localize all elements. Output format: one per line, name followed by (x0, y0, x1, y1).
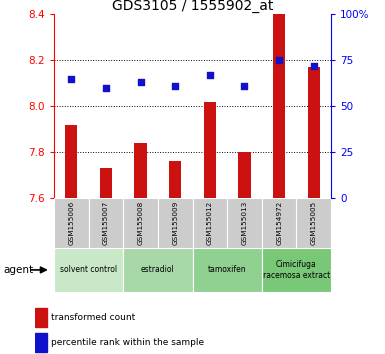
Bar (204, 102, 216, 198)
Bar (89, 198, 123, 248)
Bar (238, 152, 251, 198)
Text: GSM155012: GSM155012 (207, 201, 213, 245)
Bar (123, 198, 158, 248)
Bar (158, 198, 192, 248)
Bar (308, 67, 320, 198)
Title: GDS3105 / 1555902_at: GDS3105 / 1555902_at (112, 0, 273, 13)
Text: GSM155006: GSM155006 (68, 201, 74, 245)
Point (68, 76, 74, 81)
Text: Cimicifuga
racemosa extract: Cimicifuga racemosa extract (263, 260, 330, 280)
Text: agent: agent (4, 265, 34, 275)
Text: estradiol: estradiol (141, 266, 175, 274)
Point (172, 83, 178, 89)
Point (276, 57, 282, 63)
Bar (54, 248, 123, 292)
Text: GSM155005: GSM155005 (311, 201, 317, 245)
Text: solvent control: solvent control (60, 266, 117, 274)
Point (137, 79, 144, 85)
Text: GSM155008: GSM155008 (137, 201, 144, 245)
Bar (262, 248, 331, 292)
Bar (54, 198, 89, 248)
Bar (35, 333, 47, 352)
Bar (192, 198, 227, 248)
Text: percentile rank within the sample: percentile rank within the sample (51, 338, 204, 347)
Text: tamoxifen: tamoxifen (208, 266, 246, 274)
Point (311, 63, 317, 69)
Bar (100, 168, 112, 198)
Bar (134, 143, 147, 198)
Text: transformed count: transformed count (51, 313, 135, 322)
Bar (169, 161, 181, 198)
Point (207, 72, 213, 78)
Text: GSM155009: GSM155009 (172, 201, 178, 245)
Bar (35, 308, 47, 327)
Text: GSM155013: GSM155013 (241, 201, 248, 245)
Point (103, 85, 109, 91)
Bar (262, 198, 296, 248)
Text: GSM155007: GSM155007 (103, 201, 109, 245)
Bar (65, 125, 77, 198)
Bar (296, 198, 331, 248)
Bar (273, 14, 285, 198)
Bar (192, 248, 262, 292)
Bar (227, 198, 262, 248)
Point (241, 83, 248, 89)
Text: GSM154972: GSM154972 (276, 201, 282, 245)
Bar (123, 248, 192, 292)
